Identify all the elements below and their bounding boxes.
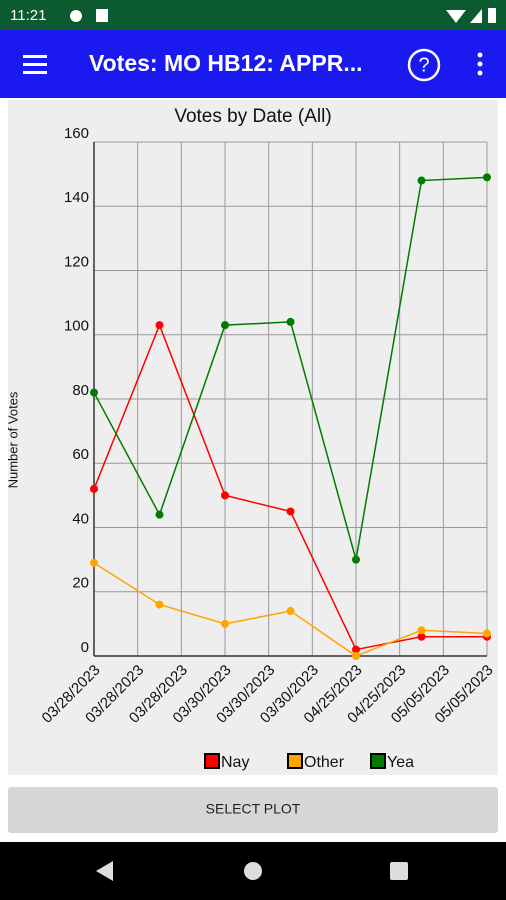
recents-button[interactable]: [390, 862, 408, 880]
select-plot-button[interactable]: [8, 787, 498, 833]
data-point: [352, 645, 360, 654]
y-tick-label: 60: [72, 446, 89, 463]
data-point: [286, 607, 295, 616]
y-tick-label: 140: [64, 189, 89, 206]
status-bar: [0, 0, 506, 30]
legend-swatch: [370, 753, 386, 769]
data-point: [417, 176, 426, 185]
signal-icon: [470, 9, 482, 23]
settings-icon: [70, 10, 82, 22]
data-point: [352, 652, 360, 660]
legend-label: Nay: [221, 754, 249, 771]
data-point: [90, 388, 98, 397]
chart-title: Votes by Date (All): [174, 106, 331, 127]
back-button[interactable]: [96, 861, 113, 881]
data-point: [352, 555, 360, 564]
menu-button[interactable]: [23, 55, 47, 74]
data-point: [221, 321, 229, 330]
data-point: [90, 558, 98, 567]
legend-label: Yea: [387, 754, 414, 771]
y-axis-label: Number of Votes: [5, 391, 20, 488]
y-tick-label: 120: [64, 253, 89, 270]
overflow-menu[interactable]: [477, 52, 483, 76]
data-point: [417, 632, 426, 641]
data-point: [155, 600, 164, 609]
help-button[interactable]: ?: [407, 48, 441, 82]
y-tick-label: 160: [64, 125, 89, 142]
y-tick-label: 100: [64, 318, 89, 335]
data-point: [155, 321, 164, 330]
y-tick-label: 40: [72, 510, 89, 527]
y-tick-label: 0: [81, 639, 89, 656]
data-point: [483, 173, 491, 182]
data-point: [221, 619, 229, 628]
home-button[interactable]: [244, 862, 262, 880]
legend-swatch: [204, 753, 220, 769]
data-point: [286, 317, 295, 326]
data-point: [155, 510, 164, 519]
data-point: [483, 629, 491, 638]
y-tick-label: 80: [72, 382, 89, 399]
battery-icon: [488, 8, 496, 23]
data-point: [286, 507, 295, 516]
data-point: [90, 484, 98, 493]
data-point: [221, 491, 229, 500]
app-title: Votes: MO HB12: APPR...: [89, 50, 362, 76]
svg-text:?: ?: [418, 54, 429, 76]
notification-icon: [96, 9, 108, 22]
wifi-icon: [446, 10, 466, 23]
button-label: SELECT PLOT: [206, 801, 301, 817]
status-time: 11:21: [10, 7, 46, 24]
y-tick-label: 20: [72, 575, 89, 592]
data-point: [417, 626, 426, 635]
legend-swatch: [287, 753, 303, 769]
app-bar: [0, 30, 506, 98]
legend-label: Other: [304, 754, 345, 771]
